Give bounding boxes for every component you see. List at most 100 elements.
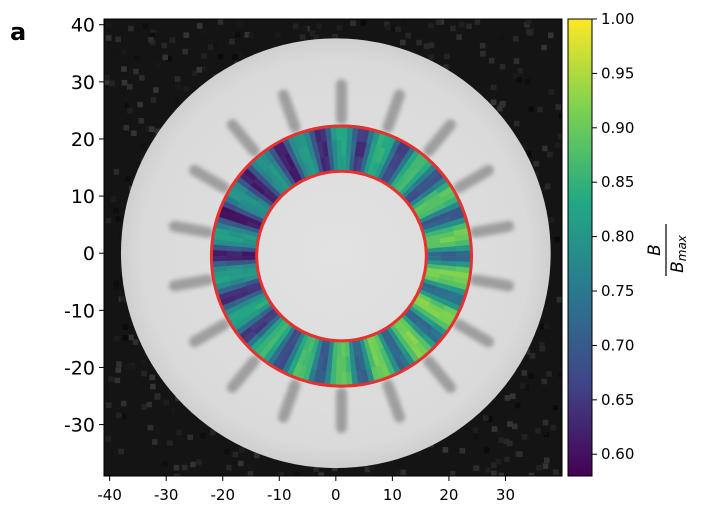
noise-pixel [480, 50, 486, 57]
noise-pixel [105, 35, 112, 41]
noise-pixel [173, 97, 180, 104]
noise-pixel [545, 183, 551, 190]
slot-shadow [168, 220, 214, 238]
noise-pixel [416, 450, 423, 456]
x-tick-label: 0 [331, 486, 341, 504]
noise-pixel [150, 97, 157, 103]
noise-pixel [237, 21, 243, 27]
noise-pixel [110, 196, 117, 202]
noise-pixel [525, 151, 532, 157]
noise-pixel [111, 47, 117, 54]
annulus-cell [211, 244, 228, 252]
noise-pixel [120, 296, 127, 303]
noise-pixel [499, 63, 506, 70]
noise-pixel [115, 367, 122, 373]
noise-pixel [196, 23, 203, 29]
noise-pixel [176, 429, 182, 436]
noise-pixel [183, 32, 190, 38]
noise-pixel [405, 32, 411, 39]
noise-pixel [278, 472, 284, 476]
noise-pixel [459, 21, 465, 28]
inner-ring [255, 169, 428, 343]
noise-pixel [224, 448, 230, 455]
x-tick-label: -30 [154, 486, 179, 504]
noise-pixel [490, 99, 497, 106]
noise-pixel [519, 383, 526, 389]
noise-pixel [513, 58, 520, 64]
noise-pixel [106, 460, 113, 467]
noise-pixel [105, 402, 112, 408]
colorbar-tick-label: 0.75 [601, 282, 634, 300]
y-tick-label: -30 [64, 415, 95, 437]
noise-pixel [140, 151, 147, 158]
noise-pixel [113, 169, 120, 175]
noise-pixel [192, 70, 198, 76]
noise-pixel [190, 461, 196, 468]
colorbar: 1.00 0.95 0.90 0.85 0.80 0.75 0.70 0.65 0.60 B B… [567, 10, 689, 477]
noise-pixel [239, 447, 245, 453]
slot-shadow [277, 89, 301, 133]
noise-pixel [124, 103, 130, 109]
noise-pixel [559, 112, 562, 119]
noise-pixel [548, 217, 555, 223]
noise-pixel [528, 373, 535, 380]
noise-pixel [533, 171, 539, 178]
annulus-cell [341, 139, 347, 156]
colorbar-label-numerator: B [645, 244, 665, 256]
annulus-cell [241, 251, 257, 257]
noise-pixel [498, 35, 505, 41]
noise-pixel [440, 476, 446, 482]
noise-pixel [113, 280, 119, 287]
noise-pixel [126, 84, 133, 90]
noise-pixel [331, 465, 338, 472]
noise-pixel [507, 421, 513, 427]
noise-pixel [151, 439, 158, 445]
noise-pixel [466, 23, 472, 29]
noise-pixel [486, 416, 493, 422]
noise-pixel [459, 448, 466, 454]
noise-pixel [548, 89, 555, 95]
noise-pixel [108, 376, 114, 382]
panel-label: a [10, 18, 26, 46]
annulus-cell [441, 255, 457, 262]
noise-pixel [313, 473, 319, 476]
noise-pixel [149, 126, 155, 132]
noise-pixel [542, 419, 549, 426]
noise-pixel [449, 470, 456, 476]
noise-pixel [121, 79, 128, 86]
noise-pixel [174, 76, 181, 82]
noise-pixel [483, 415, 489, 421]
sample-disk [120, 38, 551, 469]
noise-pixel [167, 408, 173, 415]
noise-pixel [217, 53, 224, 60]
noise-pixel [395, 26, 401, 33]
noise-pixel [537, 106, 543, 113]
noise-pixel [125, 175, 131, 182]
slot-shadow [277, 379, 301, 423]
noise-pixel [132, 339, 139, 345]
noise-pixel [490, 84, 497, 91]
noise-pixel [123, 335, 129, 341]
noise-pixel [513, 35, 519, 42]
noise-pixel [483, 447, 490, 453]
noise-pixel [139, 143, 146, 150]
x-tick-label: 30 [496, 486, 515, 504]
noise-pixel [527, 30, 533, 36]
colorbar-tick-label: 0.80 [601, 228, 634, 246]
noise-pixel [507, 416, 514, 423]
noise-pixel [385, 24, 391, 31]
slot-shadow [469, 274, 515, 292]
slot-shadow [453, 164, 494, 194]
annulus-cell [226, 250, 242, 257]
x-tick-label: 10 [383, 486, 402, 504]
noise-pixel [495, 458, 502, 465]
y-tick-label: 0 [83, 243, 95, 265]
noise-pixel [521, 143, 527, 150]
noise-pixel [183, 86, 189, 92]
y-tick-label: 20 [71, 129, 95, 151]
noise-pixel [163, 399, 170, 406]
noise-pixel [121, 49, 127, 56]
slot-shadow [189, 164, 230, 194]
noise-pixel [134, 55, 140, 61]
